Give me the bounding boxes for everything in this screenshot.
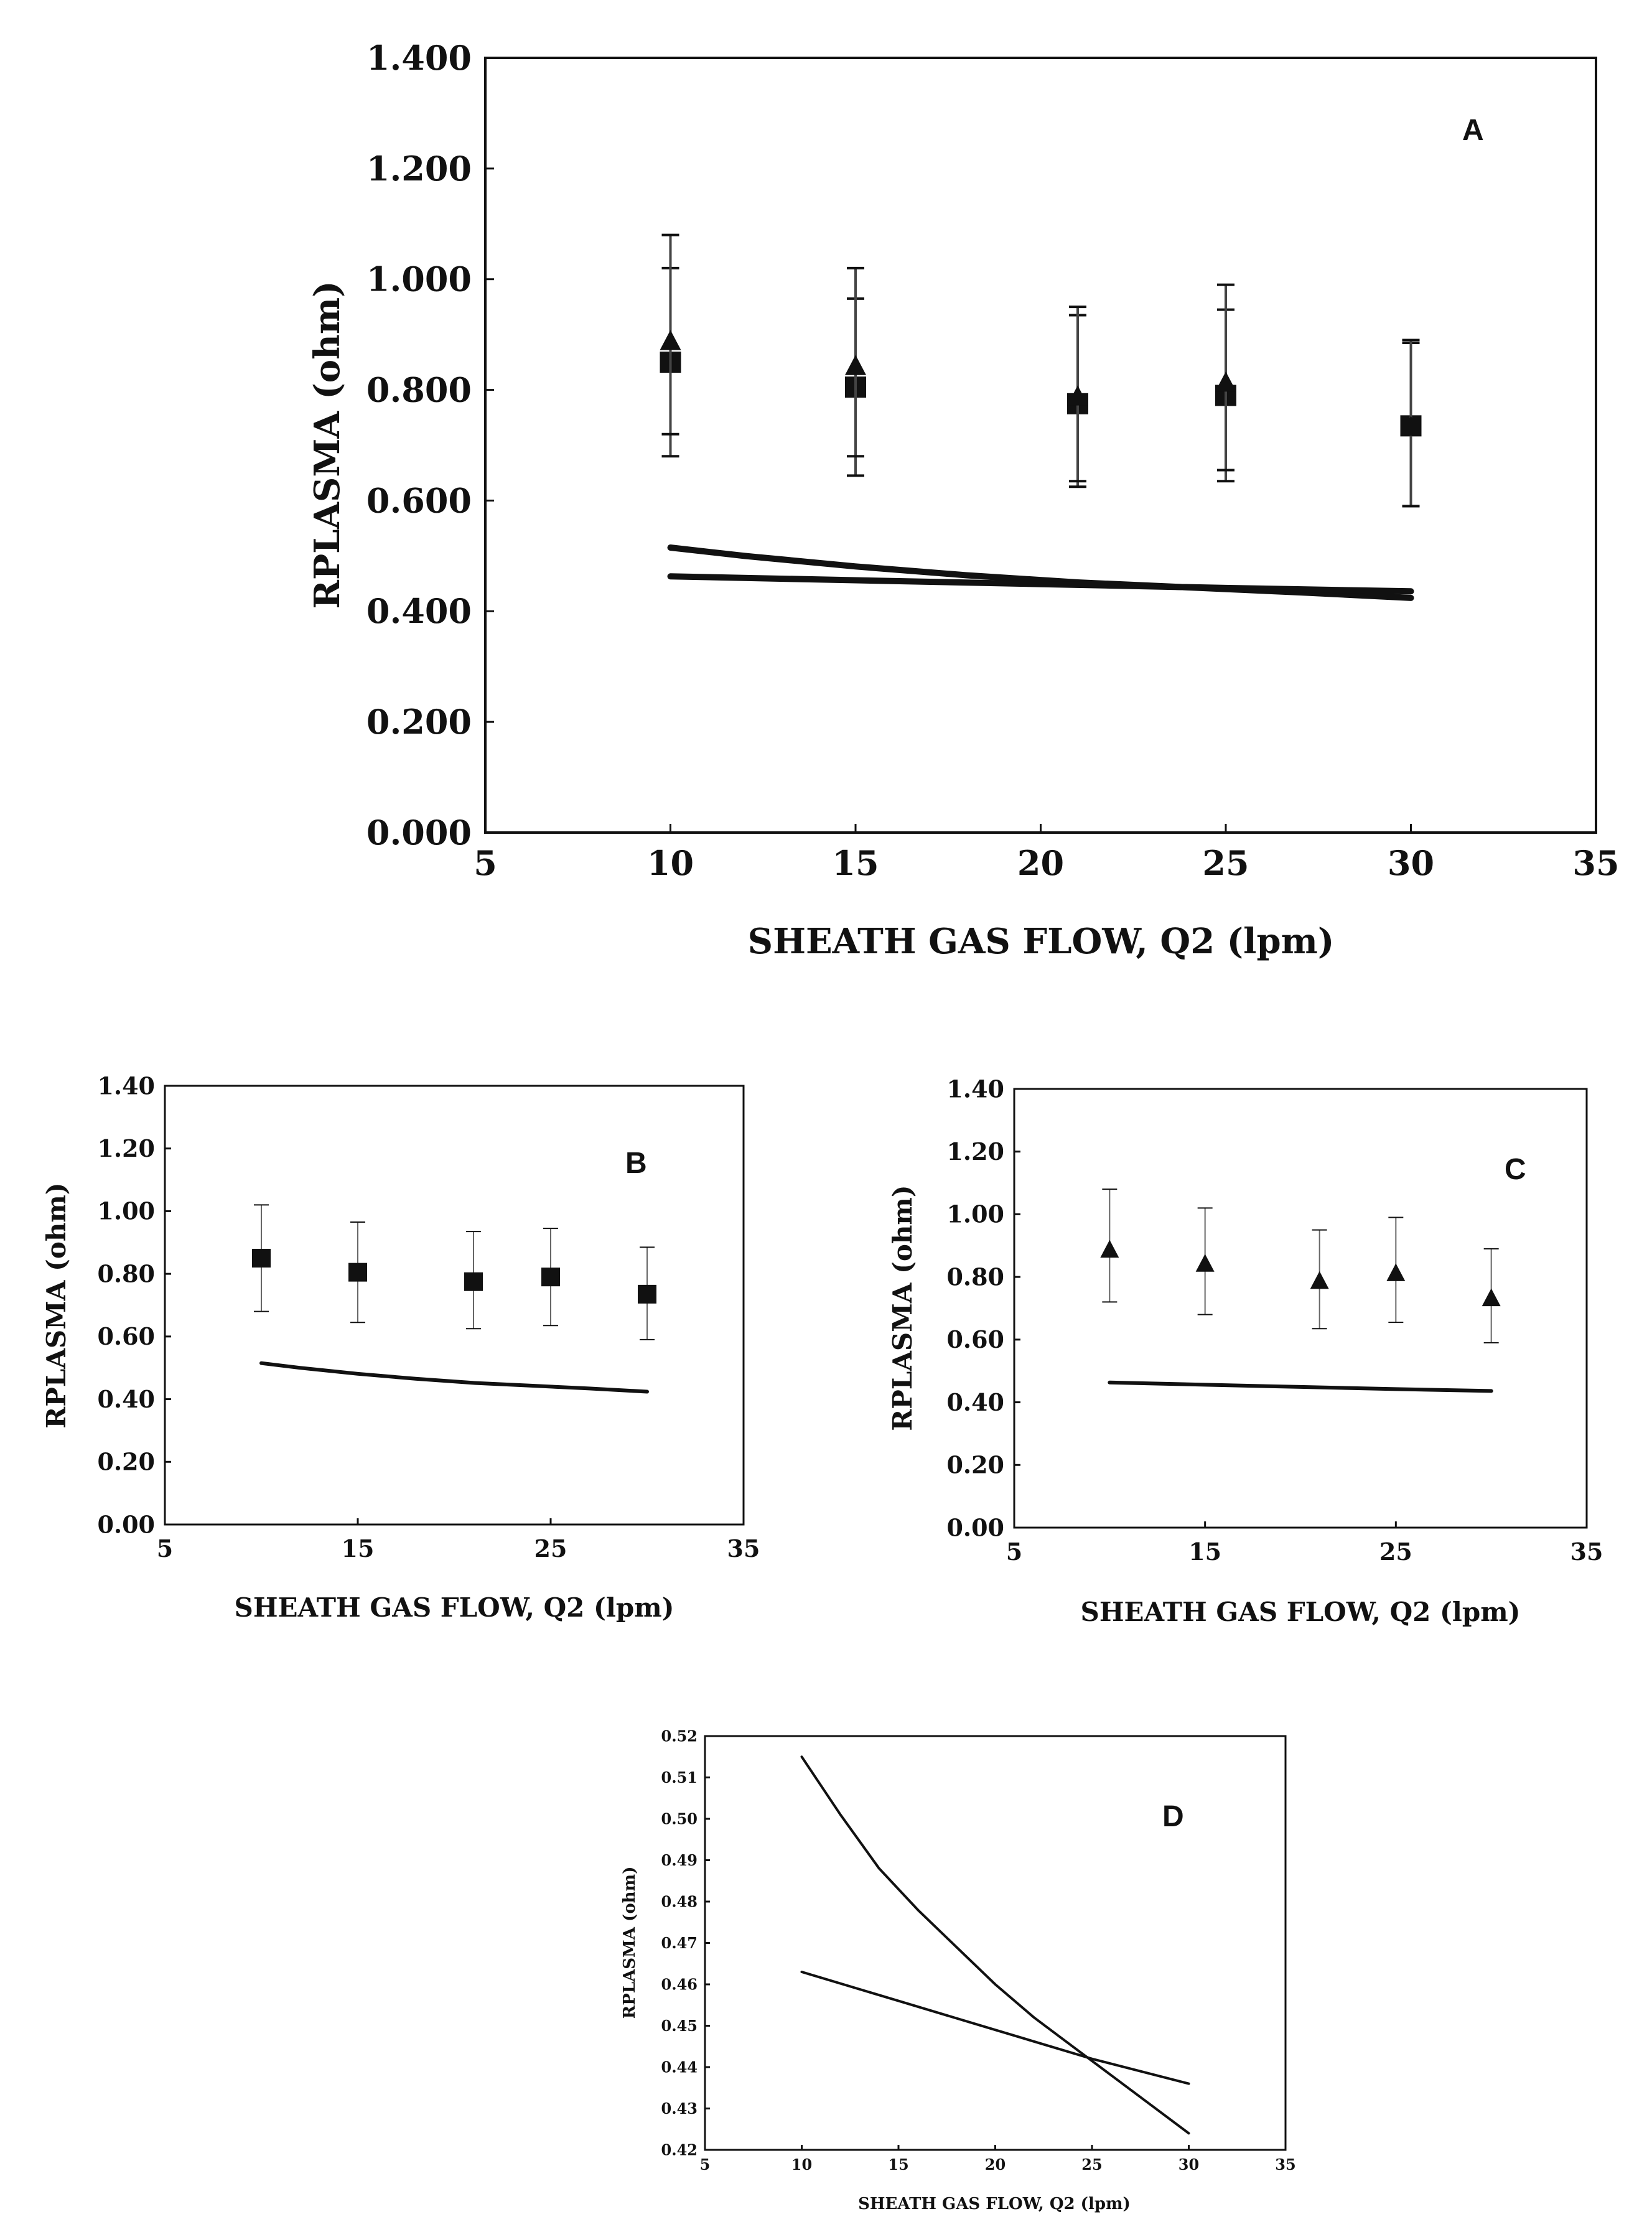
y-tick-label: 0.60 [97, 1322, 155, 1350]
y-tick-label: 0.20 [946, 1451, 1004, 1479]
y-tick-label: 0.47 [661, 1934, 698, 1952]
x-tick-label: 20 [985, 2155, 1006, 2174]
x-tick-label: 25 [534, 1534, 567, 1562]
chart-panel-d: D SHEATH GAS FLOW, Q2 (lpm) RPLASMA (ohm… [620, 1727, 1296, 2213]
square-marker [464, 1272, 483, 1291]
triangle-marker [1386, 1263, 1406, 1281]
x-tick-label: 10 [791, 2155, 812, 2174]
square-marker [252, 1248, 271, 1268]
plot-frame [484, 57, 1597, 834]
y-tick-label: 0.00 [97, 1510, 155, 1538]
y-tick-label: 0.49 [661, 1851, 698, 1869]
square-marker [541, 1268, 560, 1287]
triangle-marker [660, 330, 681, 350]
x-tick-label: 25 [1202, 843, 1249, 883]
y-tick-label: 1.00 [97, 1197, 155, 1225]
y-tick-label: 1.00 [946, 1200, 1004, 1228]
triangle-marker [1100, 1240, 1119, 1258]
y-tick-label: 1.40 [97, 1072, 155, 1100]
series-line [259, 1361, 649, 1394]
y-tick-label: 0.52 [661, 1727, 698, 1745]
x-tick-label: 25 [1379, 1538, 1412, 1566]
series-line [800, 1971, 1190, 2085]
x-tick-label: 30 [1388, 843, 1434, 883]
x-axis-label: SHEATH GAS FLOW, Q2 (lpm) [1080, 1597, 1520, 1627]
triangle-marker [845, 355, 866, 375]
x-axis-label: SHEATH GAS FLOW, Q2 (lpm) [748, 921, 1335, 962]
y-tick-label: 1.000 [366, 259, 472, 299]
y-tick-label: 0.000 [366, 813, 472, 852]
series-line [667, 573, 1414, 595]
x-tick-label: 25 [1081, 2155, 1102, 2174]
series-line [800, 1755, 1190, 2135]
triangle-marker [1482, 1288, 1501, 1307]
x-tick-label: 35 [727, 1534, 760, 1562]
x-tick-label: 10 [647, 843, 694, 883]
y-tick-label: 0.45 [661, 2017, 698, 2035]
y-tick-label: 0.400 [366, 591, 472, 631]
x-axis-label: SHEATH GAS FLOW, Q2 (lpm) [858, 2195, 1131, 2213]
x-tick-label: 35 [1572, 843, 1619, 883]
panel-label: C [1505, 1153, 1526, 1186]
x-tick-label: 5 [700, 2155, 711, 2174]
y-tick-label: 0.60 [946, 1325, 1004, 1353]
y-tick-label: 0.20 [97, 1448, 155, 1476]
y-axis-label: RPLASMA (ohm) [620, 1867, 639, 2019]
square-marker [638, 1284, 656, 1304]
panel-label: B [625, 1147, 647, 1180]
y-tick-label: 0.80 [946, 1263, 1004, 1291]
x-tick-label: 5 [157, 1534, 173, 1562]
x-tick-label: 30 [1178, 2155, 1199, 2174]
x-tick-label: 15 [832, 843, 879, 883]
y-tick-label: 0.48 [661, 1892, 698, 1910]
x-tick-label: 35 [1570, 1538, 1603, 1566]
y-tick-label: 0.200 [366, 702, 472, 742]
y-tick-label: 0.40 [97, 1385, 155, 1413]
y-tick-label: 0.50 [661, 1809, 698, 1828]
x-tick-label: 15 [1188, 1538, 1221, 1566]
plot-frame [1013, 1088, 1588, 1529]
y-tick-label: 0.44 [661, 2058, 698, 2076]
y-axis-label: RPLASMA (ohm) [41, 1182, 72, 1428]
y-tick-label: 1.200 [366, 149, 472, 189]
y-tick-label: 0.80 [97, 1259, 155, 1287]
triangle-marker [1067, 385, 1088, 406]
x-tick-label: 5 [474, 843, 497, 883]
y-axis-label: RPLASMA (ohm) [307, 281, 348, 609]
y-tick-label: 1.20 [946, 1137, 1004, 1165]
panel-label: A [1462, 114, 1484, 147]
panel-label: D [1162, 1800, 1184, 1833]
y-tick-label: 0.800 [366, 370, 472, 409]
y-axis-label: RPLASMA (ohm) [887, 1185, 918, 1431]
chart-panel-a: A SHEATH GAS FLOW, Q2 (lpm) RPLASMA (ohm… [307, 38, 1620, 962]
triangle-marker [1195, 1254, 1215, 1272]
y-tick-label: 0.42 [661, 2141, 698, 2159]
y-tick-label: 1.20 [97, 1134, 155, 1162]
chart-panel-c: C SHEATH GAS FLOW, Q2 (lpm) RPLASMA (ohm… [887, 1075, 1603, 1627]
y-tick-label: 0.40 [946, 1388, 1004, 1416]
triangle-marker [1310, 1271, 1329, 1289]
x-axis-label: SHEATH GAS FLOW, Q2 (lpm) [234, 1592, 674, 1623]
x-tick-label: 20 [1017, 843, 1064, 883]
square-marker [348, 1263, 367, 1282]
x-tick-label: 15 [342, 1534, 375, 1562]
y-tick-label: 1.400 [366, 38, 472, 78]
x-tick-label: 5 [1006, 1538, 1022, 1566]
y-tick-label: 0.00 [946, 1513, 1004, 1541]
y-tick-label: 0.600 [366, 480, 472, 520]
x-tick-label: 35 [1275, 2155, 1295, 2174]
plot-frame [164, 1085, 745, 1526]
y-tick-label: 0.46 [661, 1975, 698, 1993]
triangle-marker [1215, 371, 1236, 392]
series-line [1108, 1380, 1493, 1393]
chart-panel-b: B SHEATH GAS FLOW, Q2 (lpm) RPLASMA (ohm… [41, 1072, 760, 1623]
x-tick-label: 15 [888, 2155, 908, 2174]
y-tick-label: 1.40 [946, 1075, 1004, 1103]
triangle-marker [1400, 416, 1422, 436]
plot-frame [704, 1735, 1287, 2151]
y-tick-label: 0.51 [661, 1768, 698, 1786]
y-tick-label: 0.43 [661, 2099, 698, 2118]
